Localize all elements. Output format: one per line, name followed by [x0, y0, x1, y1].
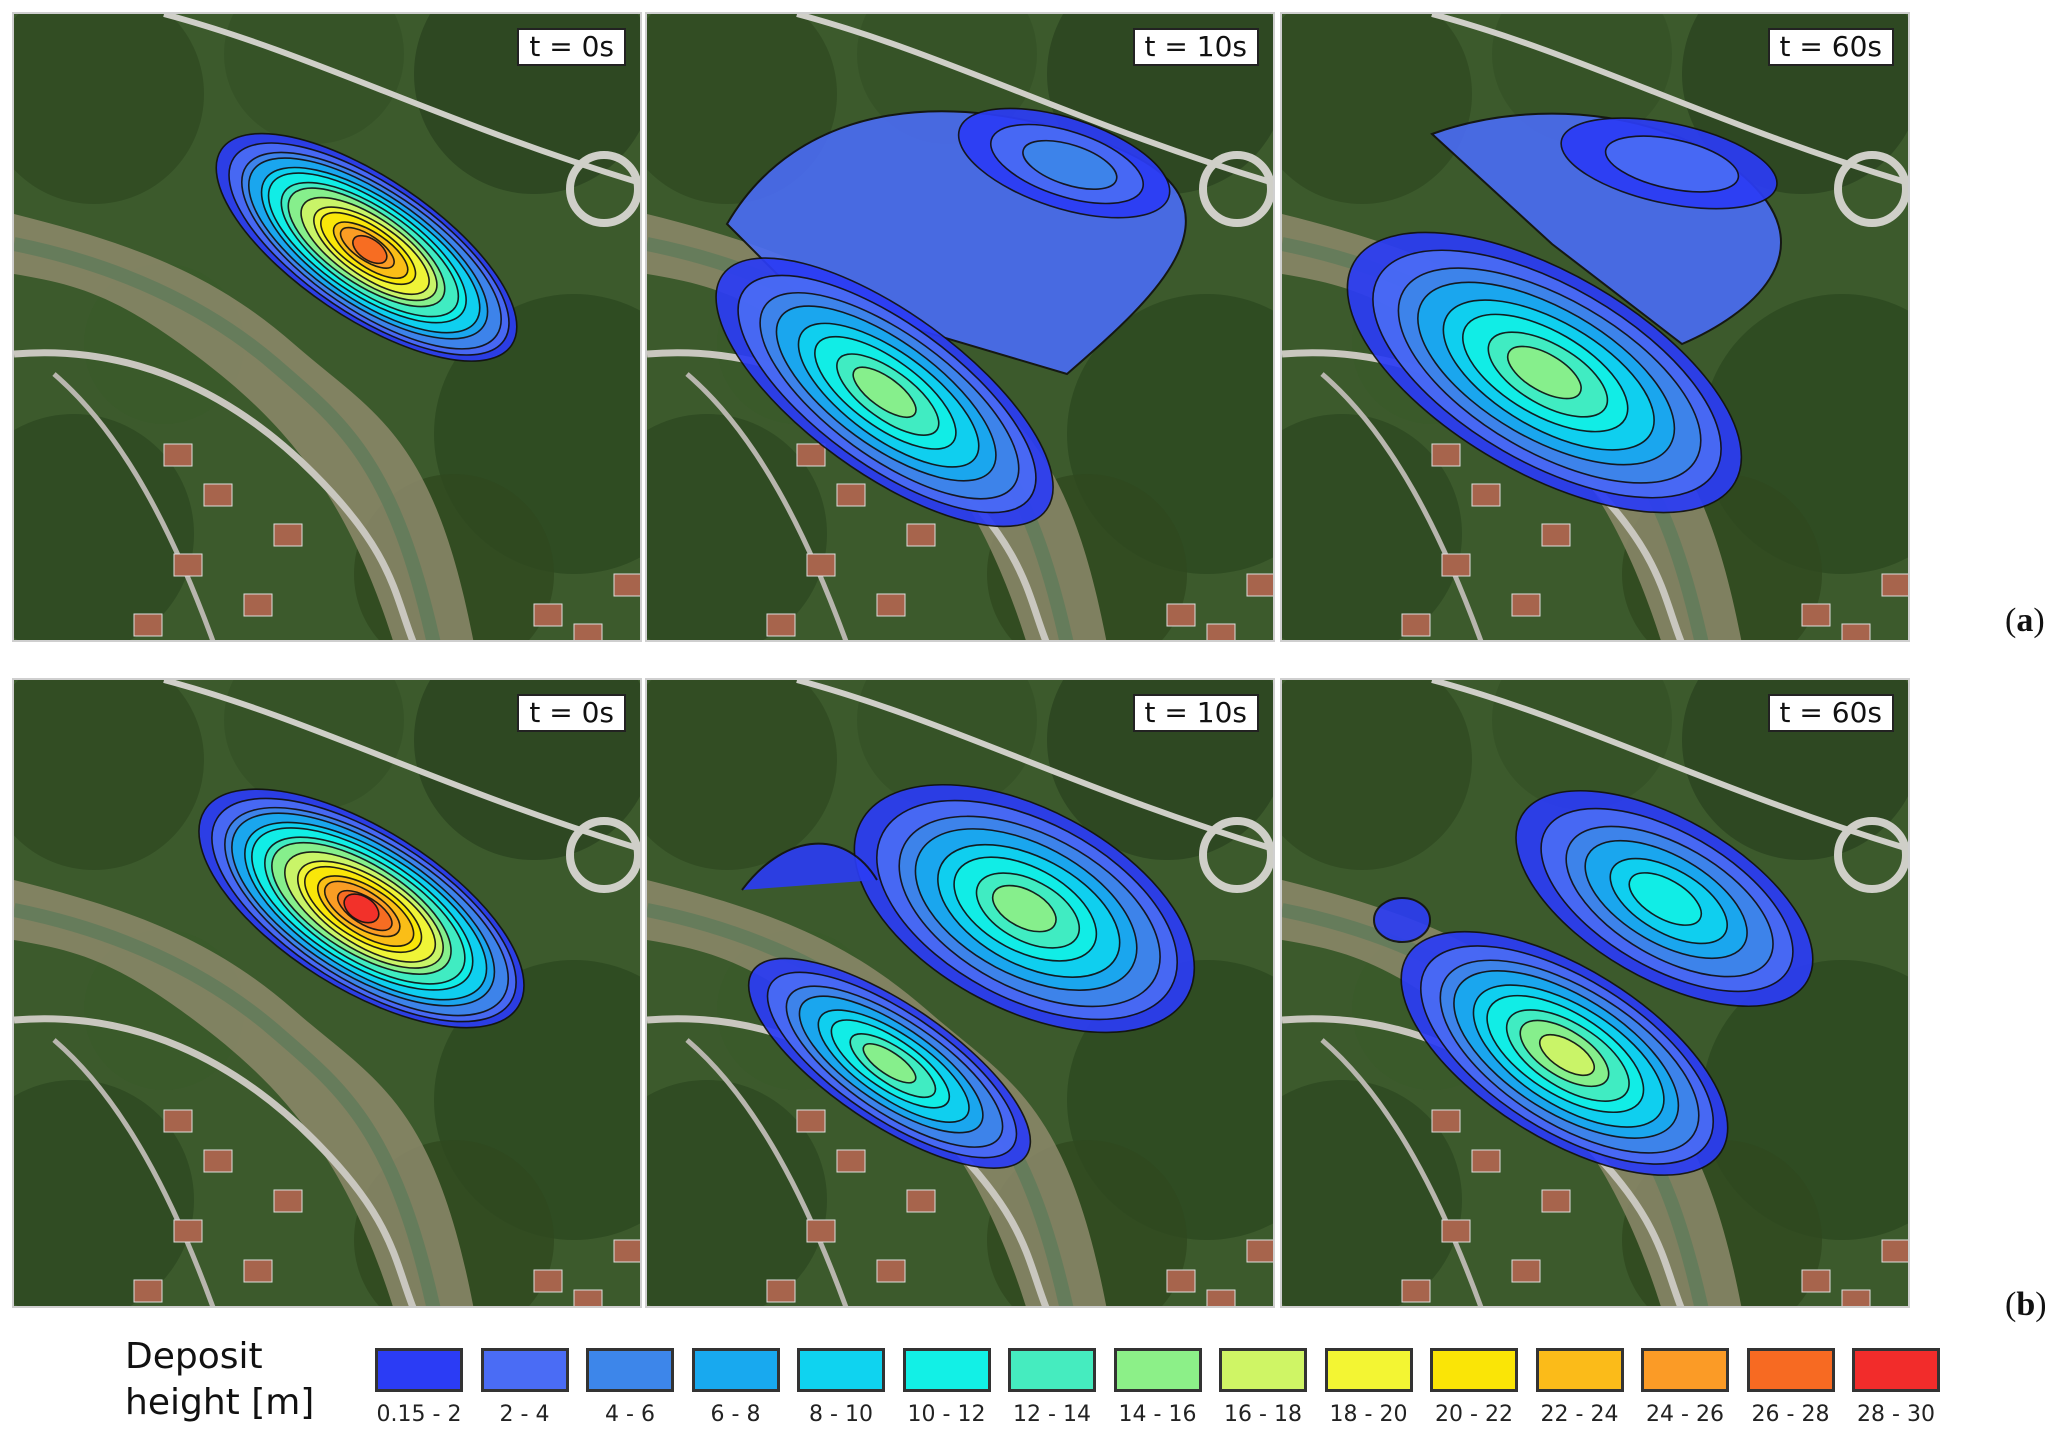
legend-title: Deposit height [m]: [125, 1334, 314, 1426]
legend-label: 4 - 6: [605, 1402, 655, 1427]
legend-item: 22 - 24: [1533, 1348, 1627, 1427]
legend-label: 20 - 22: [1435, 1402, 1513, 1427]
legend-label: 12 - 14: [1013, 1402, 1091, 1427]
legend-item: 8 - 10: [794, 1348, 888, 1427]
time-label: t = 60s: [1767, 28, 1894, 66]
legend-swatch: [1113, 1348, 1202, 1392]
deposit-height-contours: [198, 788, 525, 1029]
aerial-map-image: [14, 680, 640, 1306]
legend-label: 18 - 20: [1329, 1402, 1408, 1427]
aerial-map-image: [1282, 14, 1908, 640]
legend-swatch: [375, 1348, 463, 1392]
legend-swatch: [1535, 1348, 1624, 1392]
time-label: t = 60s: [1767, 694, 1894, 732]
aerial-map-image: [14, 14, 640, 640]
deposit-height-contours: [215, 132, 518, 362]
legend-label: 28 - 30: [1857, 1402, 1935, 1427]
legend-swatch: [691, 1348, 780, 1392]
map-panel-a-2: t = 10s: [645, 12, 1275, 642]
legend-swatch: [1430, 1348, 1518, 1392]
legend-label: 16 - 18: [1224, 1402, 1302, 1427]
legend-label: 26 - 28: [1751, 1402, 1830, 1427]
legend-label: 6 - 8: [710, 1402, 761, 1427]
legend-swatch: [586, 1348, 674, 1392]
legend-swatch: [1641, 1348, 1729, 1392]
map-panel-a-1: t = 0s: [12, 12, 642, 642]
aerial-map-image: [1282, 680, 1908, 1306]
legend-swatch: [902, 1348, 991, 1392]
legend-item: 14 - 16: [1111, 1348, 1205, 1427]
legend-label: 14 - 16: [1118, 1402, 1197, 1427]
legend-label: 24 - 26: [1646, 1402, 1724, 1427]
aerial-map-image: [647, 680, 1273, 1306]
map-panel-b-3: t = 60s: [1280, 678, 1910, 1308]
map-panel-b-1: t = 0s: [12, 678, 642, 1308]
legend-title-line1: Deposit: [125, 1336, 263, 1377]
legend-item: 12 - 14: [1005, 1348, 1099, 1427]
deposit-height-contours: [715, 107, 1187, 528]
legend-item: 18 - 20: [1322, 1348, 1416, 1427]
legend-item: 2 - 4: [478, 1348, 572, 1427]
legend-item: 24 - 26: [1638, 1348, 1732, 1427]
legend-item: 0.15 - 2: [372, 1348, 466, 1427]
time-label: t = 0s: [517, 694, 626, 732]
legend-label: 8 - 10: [809, 1402, 873, 1427]
legend-item: 4 - 6: [583, 1348, 677, 1427]
legend-item: 26 - 28: [1744, 1348, 1838, 1427]
time-label: t = 10s: [1132, 694, 1259, 732]
deposit-height-contours: [1373, 789, 1814, 1176]
map-panel-b-2: t = 10s: [645, 678, 1275, 1308]
legend-swatch: [1008, 1348, 1096, 1392]
legend-item: 16 - 18: [1216, 1348, 1310, 1427]
legend-swatch: [1746, 1348, 1835, 1392]
legend-label: 0.15 - 2: [376, 1402, 462, 1427]
legend-item: 10 - 12: [900, 1348, 994, 1427]
map-panel-a-3: t = 60s: [1280, 12, 1910, 642]
legend-label: 22 - 24: [1540, 1402, 1619, 1427]
aerial-map-image: [647, 14, 1273, 640]
legend-item: 20 - 22: [1427, 1348, 1521, 1427]
legend-label: 10 - 12: [907, 1402, 986, 1427]
row-label-b: (b): [2005, 1286, 2045, 1323]
legend-swatch: [1324, 1348, 1413, 1392]
legend-item: 6 - 8: [689, 1348, 783, 1427]
legend-item: 28 - 30: [1849, 1348, 1943, 1427]
legend-swatch: [480, 1348, 569, 1392]
legend-title-line2: height [m]: [125, 1382, 315, 1423]
legend-label: 2 - 4: [499, 1402, 550, 1427]
legend-swatch: [1219, 1348, 1307, 1392]
row-label-a: (a): [2005, 602, 2045, 639]
legend-swatch: [1852, 1348, 1940, 1392]
deposit-height-contours: [1346, 112, 1782, 514]
deposit-height-contours: [741, 783, 1196, 1169]
time-label: t = 10s: [1132, 28, 1259, 66]
legend-swatch: [797, 1348, 885, 1392]
time-label: t = 0s: [517, 28, 626, 66]
